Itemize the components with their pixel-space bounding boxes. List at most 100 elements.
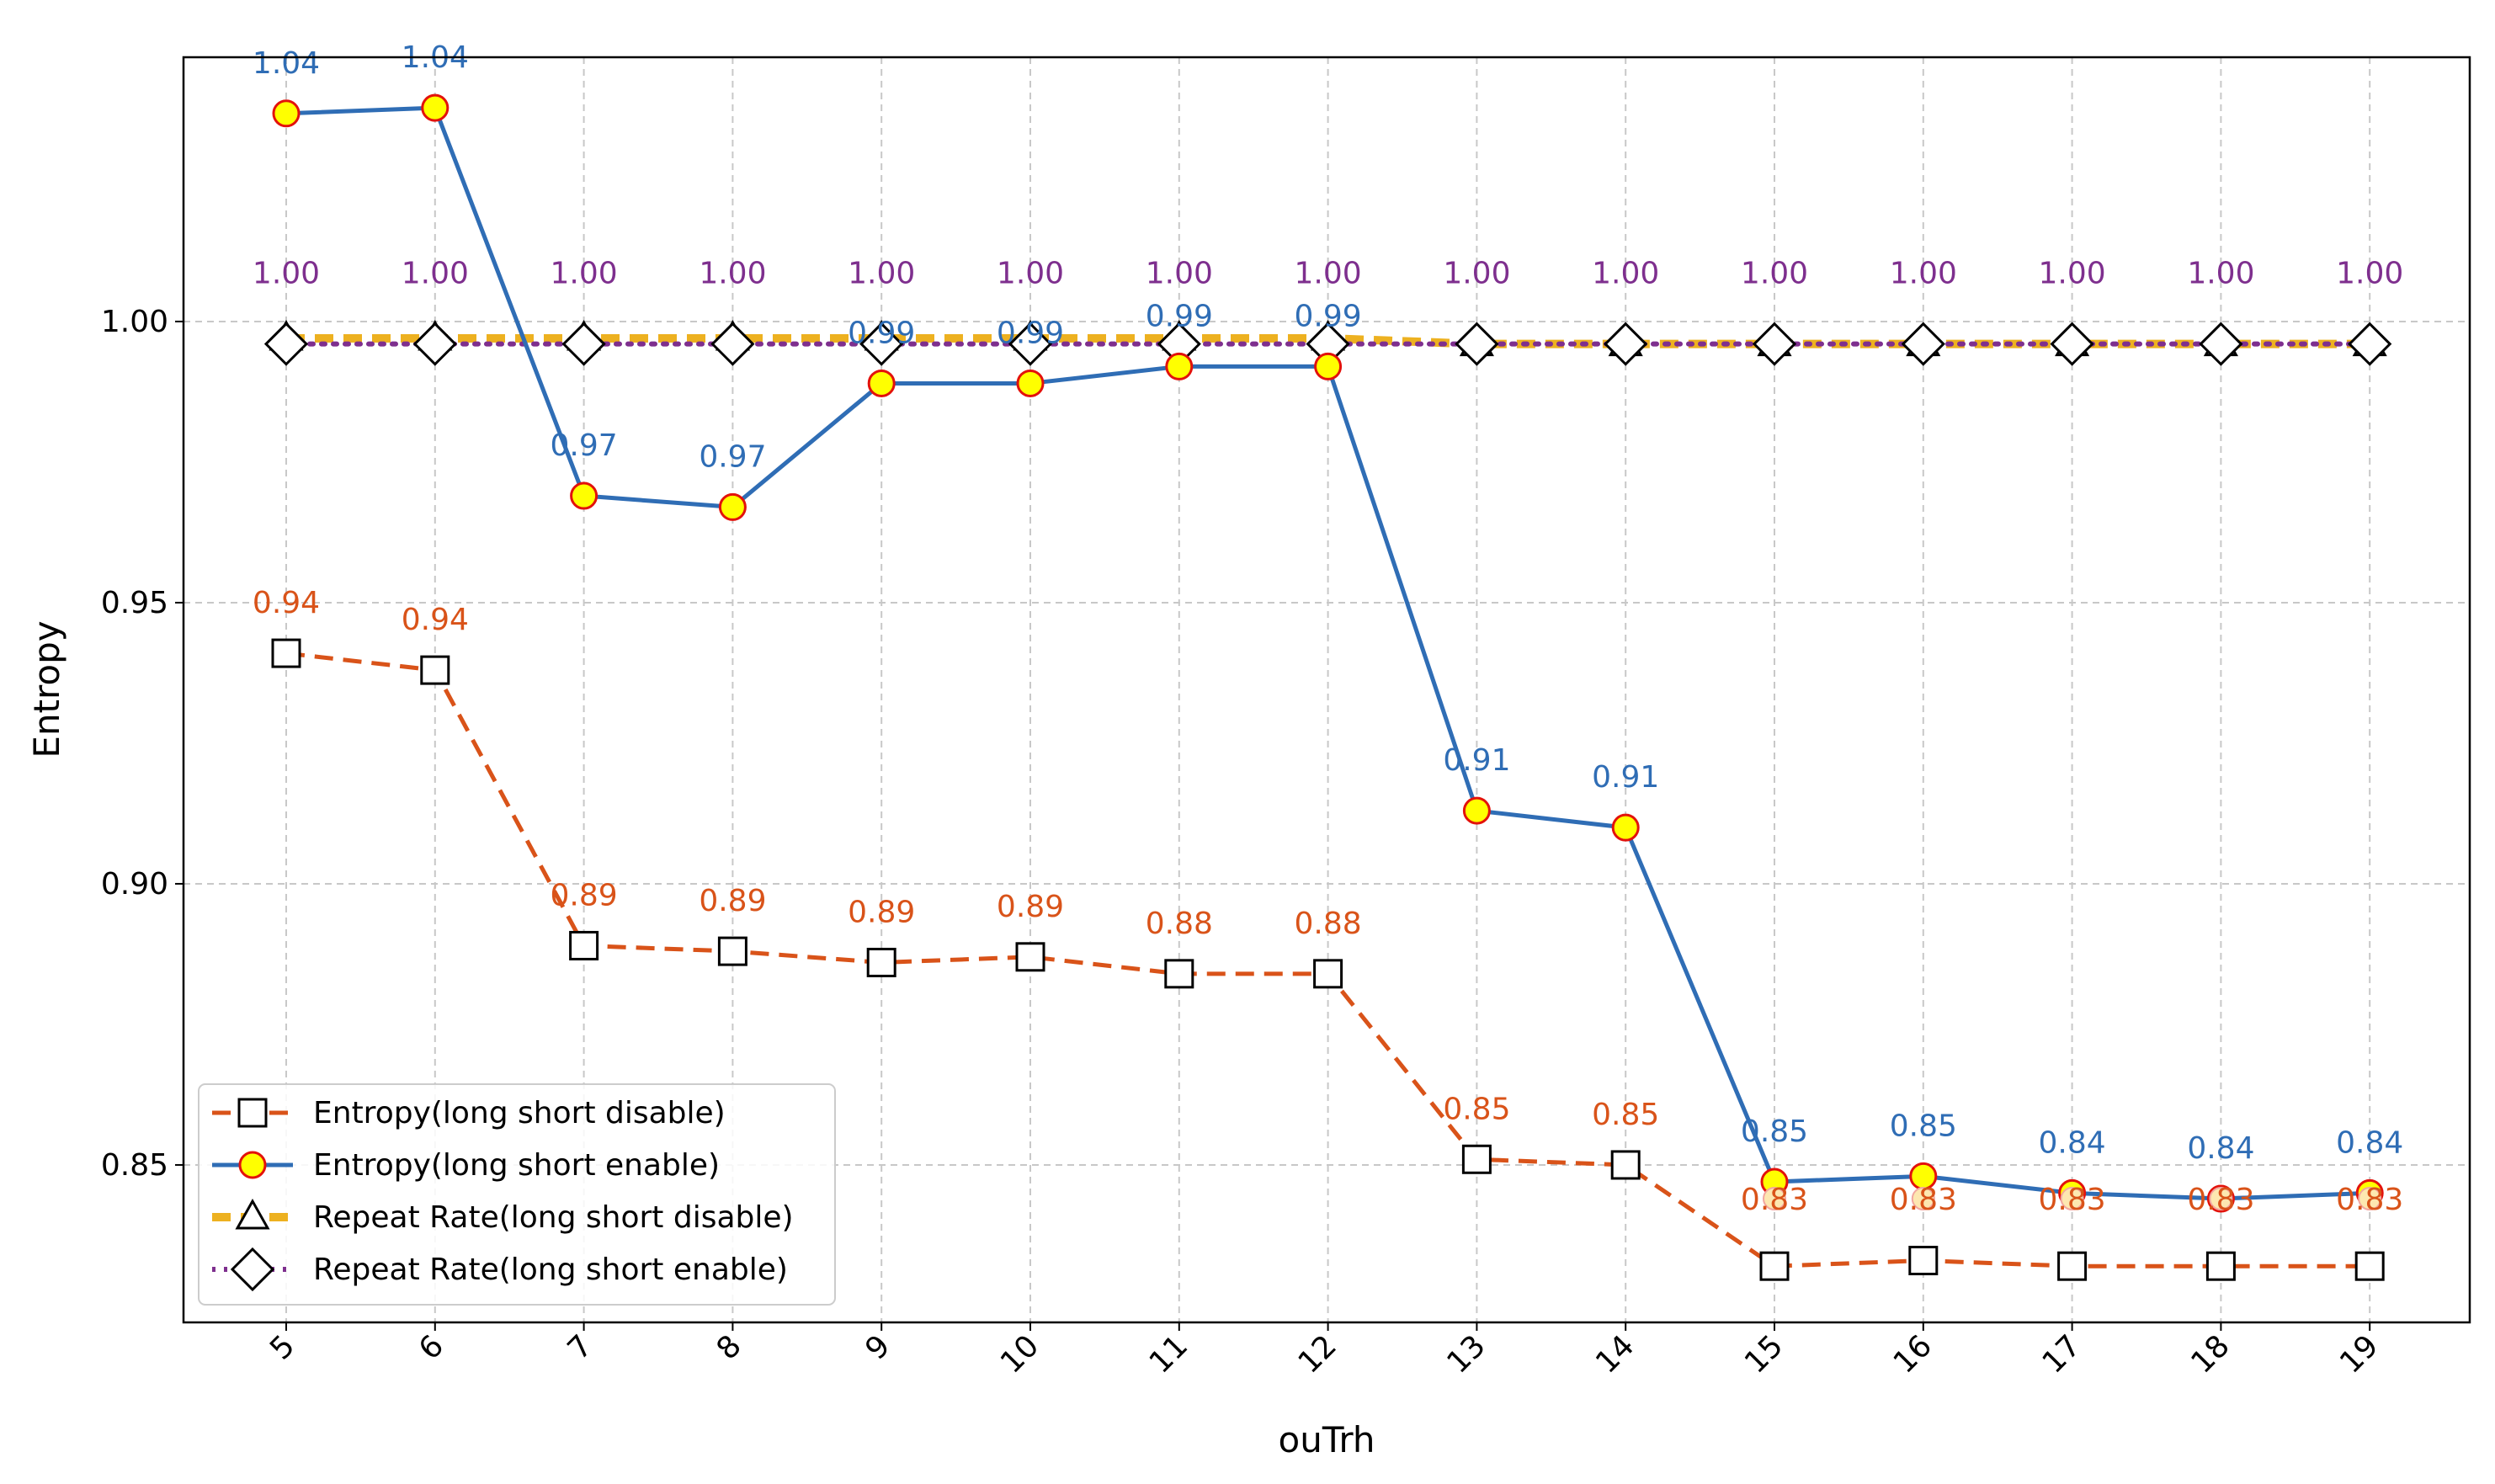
data-label: 1.04 <box>253 46 320 81</box>
data-label: 0.94 <box>253 586 320 620</box>
data-label: 0.88 <box>1146 907 1213 941</box>
diamond-marker <box>561 322 606 366</box>
data-label: 1.00 <box>1741 257 1808 291</box>
data-label: 0.83 <box>1890 1183 1957 1217</box>
data-label: 1.00 <box>253 257 320 291</box>
data-label: 0.84 <box>2039 1125 2106 1160</box>
square-marker <box>2057 1251 2088 1281</box>
circle-marker <box>1611 813 1640 842</box>
square-marker <box>569 930 599 960</box>
circle-marker <box>867 369 896 397</box>
data-label: 1.00 <box>2336 257 2403 291</box>
legend-box <box>198 1083 836 1306</box>
circle-marker <box>272 99 301 128</box>
data-label: 1.00 <box>699 257 766 291</box>
diamond-marker <box>2199 322 2243 366</box>
data-label: 0.83 <box>2336 1183 2403 1217</box>
square-marker <box>1759 1251 1790 1281</box>
diamond-marker <box>2050 322 2094 366</box>
faded-circle-marker <box>2209 1187 2233 1211</box>
square-marker <box>1015 942 1045 972</box>
square-marker <box>1461 1144 1492 1174</box>
data-label: 1.00 <box>2187 257 2254 291</box>
data-label: 0.99 <box>1295 299 1362 333</box>
data-labels: 0.94 0.94 0.89 0.89 0.89 0.89 0.88 0.88 0.85 0.85… <box>253 40 2403 1217</box>
data-label: 0.85 <box>1443 1092 1510 1126</box>
faded-circle-marker <box>2358 1187 2382 1211</box>
circle-marker <box>718 492 747 521</box>
data-label: 0.99 <box>848 316 915 350</box>
data-label: 1.00 <box>1443 257 1510 291</box>
y-tick-label: 0.95 <box>101 586 168 620</box>
square-marker <box>1313 959 1343 989</box>
square-marker <box>420 655 450 685</box>
data-label: 0.83 <box>2039 1183 2106 1217</box>
legend-label: Repeat Rate(long short disable) <box>313 1200 794 1235</box>
data-label: 0.88 <box>1295 907 1362 941</box>
diamond-marker <box>1752 322 1797 366</box>
circle-marker <box>421 93 450 122</box>
faded-circle-marker <box>2060 1187 2084 1211</box>
data-label: 1.00 <box>997 257 1064 291</box>
data-label: 0.89 <box>997 890 1064 924</box>
series-markers <box>263 93 2392 1281</box>
data-label: 0.89 <box>699 884 766 918</box>
data-label: 0.91 <box>1592 760 1659 795</box>
data-label: 1.00 <box>402 257 469 291</box>
data-label: 0.89 <box>551 878 618 912</box>
circle-marker <box>1165 352 1194 380</box>
square-marker <box>237 1098 268 1128</box>
triangle-marker <box>235 1198 270 1230</box>
x-axis-title: ouTrh <box>1279 1419 1375 1460</box>
data-label: 0.91 <box>1443 743 1510 778</box>
circle-marker <box>570 481 598 510</box>
data-label: 1.00 <box>1890 257 1957 291</box>
data-label: 0.99 <box>997 316 1064 350</box>
legend-label: Entropy(long short disable) <box>313 1096 726 1130</box>
square-marker <box>1164 959 1194 989</box>
y-axis-title: Entropy <box>26 620 67 758</box>
data-label: 0.97 <box>551 428 618 463</box>
data-label: 0.83 <box>1741 1183 1808 1217</box>
data-label: 1.00 <box>2039 257 2106 291</box>
faded-circle-marker <box>1911 1187 1935 1211</box>
y-tick-label: 1.00 <box>101 305 168 339</box>
square-marker <box>271 638 301 668</box>
square-marker <box>1908 1246 1939 1276</box>
plot-frame <box>182 56 2471 1324</box>
square-marker <box>1610 1150 1641 1180</box>
data-label: 1.00 <box>1592 257 1659 291</box>
faded-circle-marker <box>1763 1187 1786 1211</box>
data-label: 0.94 <box>402 603 469 637</box>
diamond-marker <box>1008 322 1053 366</box>
legend: Entropy(long short disable) Entropy(long … <box>198 1083 836 1306</box>
diamond-marker <box>230 1247 275 1292</box>
y-tick-label: 0.85 <box>101 1148 168 1183</box>
data-label: 0.89 <box>848 895 915 929</box>
legend-label: Entropy(long short enable) <box>313 1148 720 1183</box>
data-label: 1.00 <box>1146 257 1213 291</box>
diamond-marker <box>710 322 755 366</box>
y-tick-label: 0.90 <box>101 867 168 902</box>
data-label: 0.85 <box>1592 1098 1659 1132</box>
legend-label: Repeat Rate(long short enable) <box>313 1253 788 1287</box>
data-label: 0.97 <box>699 439 766 474</box>
data-label: 0.83 <box>2187 1183 2254 1217</box>
data-label: 0.99 <box>1146 299 1213 333</box>
circle-marker <box>238 1151 267 1179</box>
square-marker <box>2205 1251 2236 1281</box>
data-label: 0.85 <box>1741 1114 1808 1149</box>
diamond-marker <box>412 322 457 366</box>
diamond-marker <box>859 322 904 366</box>
data-label: 1.00 <box>1295 257 1362 291</box>
square-marker <box>866 947 896 977</box>
circle-marker <box>1462 796 1491 825</box>
data-label: 0.84 <box>2187 1131 2254 1166</box>
data-label: 1.00 <box>848 257 915 291</box>
data-label: 0.84 <box>2336 1125 2403 1160</box>
diamond-marker <box>2348 322 2392 366</box>
diamond-marker <box>1901 322 1945 366</box>
circle-marker <box>1016 369 1045 397</box>
data-label: 0.85 <box>1890 1109 1957 1143</box>
